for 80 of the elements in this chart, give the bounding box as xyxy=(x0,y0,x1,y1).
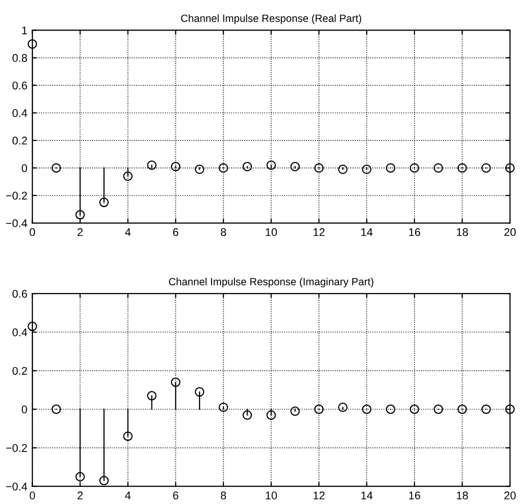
x-tick-label: 20 xyxy=(504,492,516,500)
x-tick-label: 6 xyxy=(173,492,178,500)
x-tick-label: 18 xyxy=(456,492,468,500)
x-tick-label: 10 xyxy=(266,228,277,236)
point xyxy=(170,162,180,172)
point xyxy=(52,163,61,173)
point xyxy=(338,402,348,412)
x-tick-label: 4 xyxy=(125,492,131,500)
x-tick-label: 16 xyxy=(409,492,420,500)
x-tick-label: 0 xyxy=(30,228,36,236)
y-tick-label: 1 xyxy=(22,26,27,34)
x-tick-label: 12 xyxy=(314,492,325,500)
y-tick-label: 0 xyxy=(22,406,28,414)
point xyxy=(434,404,444,414)
y-tick-label: −0.4 xyxy=(6,482,28,490)
x-tick-label: 10 xyxy=(266,492,277,500)
point xyxy=(505,404,515,414)
point xyxy=(123,432,133,441)
x-tick-label: 14 xyxy=(361,228,373,236)
y-tick-label: 0.2 xyxy=(12,136,27,145)
point xyxy=(170,378,180,387)
point xyxy=(505,163,515,173)
x-tick-label: 12 xyxy=(314,228,325,236)
point xyxy=(314,163,324,173)
point xyxy=(123,171,133,181)
point xyxy=(147,160,156,170)
x-tick-label: 20 xyxy=(504,228,516,236)
point xyxy=(458,404,467,414)
chart-title: Channel Impulse Response (Real Part) xyxy=(181,14,362,24)
chart-title: Channel Impulse Response (Imaginary Part) xyxy=(168,278,374,288)
y-tick-label: 0 xyxy=(22,164,28,172)
point xyxy=(242,162,252,172)
x-tick-label: 8 xyxy=(220,492,226,500)
x-tick-label: 2 xyxy=(78,228,83,236)
y-tick-label: 0.6 xyxy=(12,290,28,298)
point xyxy=(194,387,204,397)
point xyxy=(481,404,491,414)
point xyxy=(218,163,228,173)
y-tick-label: 0.8 xyxy=(12,54,28,62)
y-tick-label: −0.2 xyxy=(6,192,27,200)
point xyxy=(218,402,228,412)
point xyxy=(434,163,444,173)
point xyxy=(410,163,420,173)
x-tick-label: 6 xyxy=(173,228,178,236)
x-tick-label: 14 xyxy=(361,492,373,500)
point xyxy=(99,476,109,486)
y-tick-label: 0.2 xyxy=(12,366,27,375)
x-tick-label: 18 xyxy=(456,228,468,236)
point xyxy=(75,210,85,220)
x-tick-label: 8 xyxy=(220,228,226,236)
point xyxy=(266,410,276,420)
point xyxy=(386,163,396,173)
point xyxy=(458,163,467,173)
point xyxy=(362,404,372,414)
x-tick-label: 16 xyxy=(409,228,420,236)
y-tick-label: 0.4 xyxy=(12,109,28,117)
y-tick-label: 0.4 xyxy=(12,328,28,336)
point xyxy=(314,404,324,414)
point xyxy=(386,404,396,414)
y-tick-label: −0.4 xyxy=(6,219,28,228)
x-tick-label: 0 xyxy=(30,492,36,500)
point xyxy=(28,39,38,49)
x-tick-label: 4 xyxy=(125,228,131,236)
point xyxy=(99,198,109,208)
point xyxy=(75,472,85,482)
y-tick-label: −0.2 xyxy=(6,444,27,452)
point xyxy=(290,406,300,416)
point xyxy=(410,404,420,414)
point xyxy=(242,410,252,420)
y-tick-label: 0.6 xyxy=(12,82,28,90)
point xyxy=(28,322,38,332)
point xyxy=(194,164,204,174)
point xyxy=(52,404,61,414)
x-tick-label: 2 xyxy=(78,492,83,500)
point xyxy=(290,162,300,172)
point xyxy=(362,164,372,174)
point xyxy=(266,160,276,170)
point xyxy=(147,391,156,400)
point xyxy=(338,164,348,174)
point xyxy=(481,163,491,173)
